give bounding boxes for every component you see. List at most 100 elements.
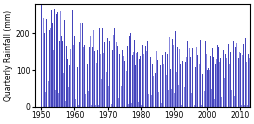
Bar — [168, 40, 169, 107]
Bar — [130, 33, 131, 107]
Bar — [234, 47, 235, 107]
Bar — [196, 55, 197, 107]
Bar — [207, 86, 208, 107]
Bar — [228, 63, 229, 107]
Bar — [122, 56, 123, 107]
Bar — [133, 40, 134, 107]
Bar — [110, 49, 111, 107]
Bar — [141, 45, 142, 107]
Bar — [209, 56, 210, 107]
Bar — [78, 105, 79, 107]
Bar — [132, 52, 133, 107]
Bar — [232, 41, 233, 107]
Bar — [201, 74, 202, 107]
Bar — [119, 51, 120, 107]
Bar — [72, 10, 73, 107]
Bar — [67, 59, 68, 107]
Bar — [182, 53, 183, 107]
Bar — [159, 68, 160, 107]
Bar — [171, 39, 172, 107]
Bar — [129, 54, 130, 107]
Bar — [247, 54, 248, 107]
Bar — [91, 105, 92, 107]
Bar — [187, 91, 188, 107]
Bar — [92, 47, 93, 107]
Bar — [138, 59, 139, 107]
Bar — [172, 45, 173, 107]
Bar — [149, 59, 150, 107]
Bar — [237, 58, 238, 107]
Bar — [205, 54, 206, 107]
Bar — [54, 9, 55, 107]
Bar — [108, 41, 109, 107]
Bar — [64, 20, 65, 107]
Bar — [179, 49, 180, 107]
Bar — [77, 67, 78, 107]
Bar — [154, 105, 155, 107]
Bar — [236, 101, 237, 107]
Bar — [202, 33, 203, 107]
Bar — [83, 47, 84, 107]
Bar — [102, 28, 103, 107]
Bar — [173, 62, 174, 107]
Bar — [162, 64, 163, 107]
Bar — [79, 42, 80, 107]
Bar — [144, 89, 145, 107]
Bar — [233, 96, 234, 107]
Bar — [224, 54, 225, 107]
Bar — [164, 105, 165, 107]
Bar — [49, 30, 50, 107]
Bar — [204, 41, 205, 107]
Bar — [239, 53, 240, 107]
Bar — [246, 105, 247, 107]
Bar — [181, 61, 182, 107]
Bar — [163, 55, 164, 107]
Bar — [156, 60, 157, 107]
Bar — [75, 39, 76, 107]
Bar — [123, 61, 124, 107]
Bar — [189, 57, 190, 107]
Bar — [200, 105, 201, 107]
Bar — [193, 50, 194, 107]
Bar — [82, 23, 83, 107]
Bar — [44, 33, 45, 107]
Bar — [166, 54, 167, 107]
Bar — [245, 62, 246, 107]
Bar — [152, 76, 153, 107]
Bar — [176, 46, 177, 107]
Bar — [116, 42, 117, 107]
Bar — [231, 53, 232, 107]
Bar — [90, 51, 91, 107]
Bar — [117, 46, 118, 107]
Bar — [46, 56, 47, 107]
Bar — [215, 59, 216, 107]
Bar — [55, 90, 56, 107]
Bar — [210, 89, 211, 107]
Bar — [242, 44, 243, 107]
Bar — [199, 40, 200, 107]
Bar — [137, 102, 138, 107]
Bar — [185, 57, 186, 107]
Bar — [114, 89, 115, 107]
Bar — [95, 61, 96, 107]
Bar — [241, 38, 242, 107]
Bar — [216, 45, 217, 107]
Bar — [230, 90, 231, 107]
Bar — [56, 51, 57, 107]
Bar — [115, 40, 116, 107]
Bar — [220, 97, 221, 107]
Bar — [124, 93, 125, 107]
Bar — [184, 62, 185, 107]
Bar — [85, 48, 86, 107]
Bar — [222, 49, 223, 107]
Bar — [240, 105, 241, 107]
Bar — [214, 64, 215, 107]
Bar — [151, 64, 152, 107]
Bar — [160, 65, 161, 107]
Bar — [191, 48, 192, 107]
Bar — [161, 55, 162, 107]
Bar — [118, 54, 119, 107]
Bar — [66, 25, 67, 107]
Bar — [109, 62, 110, 107]
Bar — [248, 58, 249, 107]
